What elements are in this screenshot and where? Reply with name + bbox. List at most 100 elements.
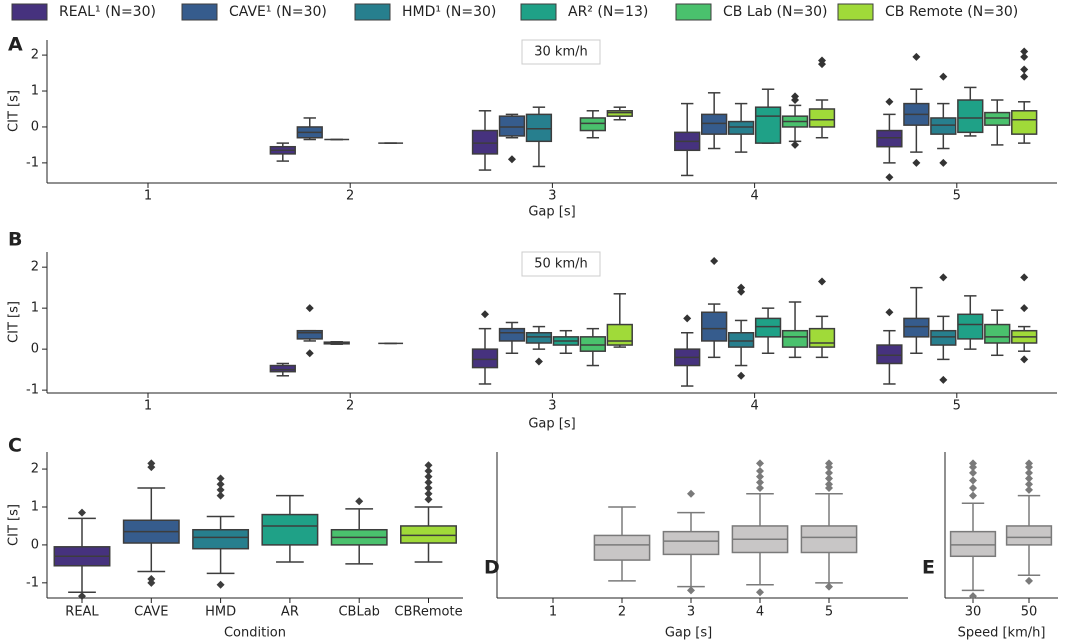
x-tick-label: 30 (965, 605, 982, 620)
x-tick-label: 1 (144, 189, 152, 204)
outlier (78, 508, 86, 517)
x-tick-label: 4 (756, 605, 764, 620)
x-tick-label: 2 (346, 399, 354, 414)
x-tick-label: AR (281, 605, 299, 620)
outlier (216, 485, 225, 494)
outlier (1025, 485, 1033, 494)
outlier (216, 580, 225, 589)
outlier (216, 480, 225, 489)
outlier (424, 495, 433, 504)
box (808, 108, 836, 128)
legend-label: REAL¹ (N=30) (59, 4, 156, 20)
outlier (818, 277, 826, 286)
x-axis-label: Gap [s] (528, 205, 575, 220)
outlier (737, 287, 746, 296)
outlier (687, 489, 695, 498)
outlier (683, 314, 692, 323)
box (296, 329, 323, 340)
outlier (825, 474, 833, 483)
x-tick-label: 5 (953, 189, 961, 204)
y-tick-label: 2 (31, 462, 39, 477)
legend-label: CB Remote (N=30) (885, 4, 1018, 20)
box (949, 530, 997, 558)
legend-label: AR² (N=13) (568, 4, 648, 20)
box (498, 115, 526, 137)
outlier (1020, 52, 1029, 61)
box (754, 317, 782, 338)
outlier (756, 588, 764, 597)
box (876, 129, 903, 148)
outlier (1025, 474, 1033, 483)
outlier (737, 371, 746, 380)
x-tick-label: 1 (549, 605, 557, 620)
x-axis-label: Condition (224, 626, 286, 641)
box (400, 525, 457, 544)
x-tick-label: CBLab (338, 605, 379, 620)
panel-label: B (8, 229, 22, 251)
box (903, 317, 930, 338)
outlier (216, 491, 225, 500)
box (662, 530, 720, 556)
outlier (756, 459, 764, 468)
box (471, 348, 499, 369)
x-tick-label: 50 (1021, 605, 1038, 620)
outlier (534, 357, 543, 366)
legend-label: CAVE¹ (N=30) (229, 4, 327, 20)
box (498, 327, 526, 342)
box (192, 528, 250, 550)
outlier (825, 582, 833, 591)
x-tick-label: 5 (953, 399, 961, 414)
y-tick-label: 0 (31, 342, 39, 357)
x-tick-label: CAVE (134, 605, 168, 620)
x-tick-label: REAL (65, 605, 99, 620)
legend-swatch (837, 3, 874, 21)
outlier (939, 375, 948, 384)
box (261, 513, 319, 546)
x-tick-label: 5 (825, 605, 833, 620)
box (727, 120, 755, 135)
outlier (1025, 576, 1033, 585)
panel-label: D (484, 557, 500, 579)
box (701, 311, 728, 342)
outlier (305, 349, 314, 358)
annotation: 30 km/h (534, 45, 588, 60)
outlier (1025, 480, 1033, 489)
box (930, 117, 957, 135)
outlier (710, 257, 719, 266)
outlier (1020, 65, 1029, 74)
outlier (825, 480, 833, 489)
legend-swatch (181, 3, 218, 21)
box (957, 99, 984, 134)
outlier (885, 173, 894, 182)
box (579, 117, 606, 132)
outlier (1020, 72, 1029, 81)
box (701, 113, 728, 135)
outlier (147, 578, 156, 587)
box (1011, 110, 1038, 135)
box (957, 313, 984, 340)
outlier (687, 586, 695, 595)
legend-swatch (11, 3, 48, 21)
x-tick-label: 3 (548, 189, 556, 204)
y-tick-label: -1 (26, 155, 39, 170)
outlier (424, 478, 433, 487)
box (930, 329, 957, 346)
x-tick-label: 4 (750, 189, 758, 204)
outlier (1025, 459, 1033, 468)
outlier (737, 283, 746, 292)
x-tick-label: 1 (144, 399, 152, 414)
box (984, 111, 1011, 126)
outlier (1020, 355, 1029, 364)
y-tick-label: -1 (26, 383, 39, 398)
y-tick-label: 0 (31, 537, 39, 552)
box (727, 331, 755, 348)
outlier (756, 478, 764, 487)
outlier (507, 155, 516, 164)
outlier (147, 459, 156, 468)
outlier (791, 140, 800, 149)
annotation-box (521, 251, 601, 277)
outlier (939, 158, 948, 167)
legend-swatch (675, 3, 712, 21)
x-tick-label: HMD (205, 605, 236, 620)
outlier (78, 592, 86, 601)
